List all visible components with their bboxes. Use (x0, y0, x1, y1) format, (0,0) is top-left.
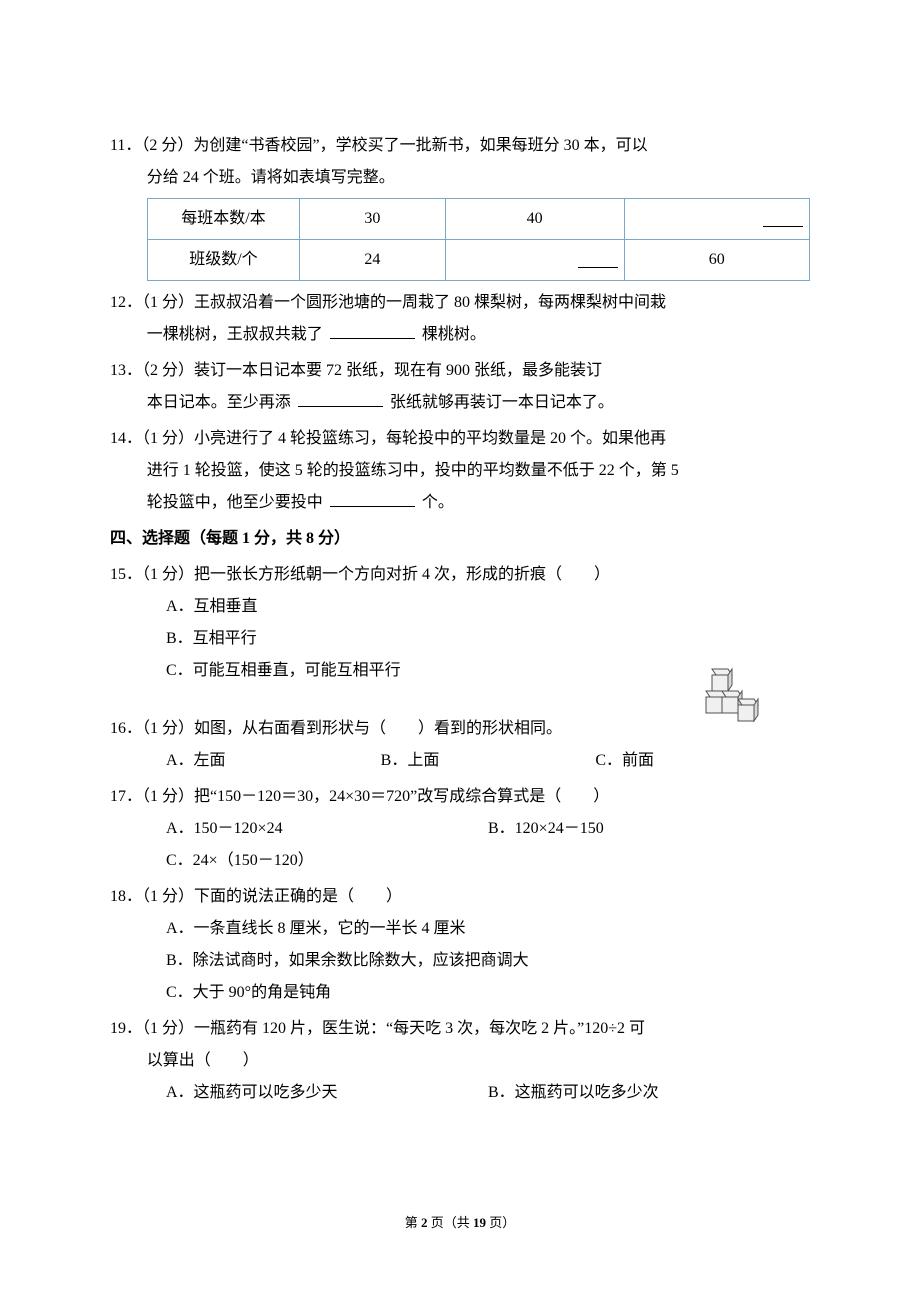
q18-optB[interactable]: B．除法试商时，如果余数比除数大，应该把商调大 (166, 945, 810, 977)
q19-body: 以算出（ ） (110, 1045, 810, 1077)
question-19: 19．（1 分）一瓶药有 120 片，医生说：“每天吃 3 次，每次吃 2 片。… (110, 1013, 810, 1109)
q12-line2: 一棵桃树，王叔叔共栽了 棵桃树。 (110, 319, 810, 351)
question-14: 14．（1 分）小亮进行了 4 轮投篮练习，每轮投中的平均数量是 20 个。如果… (110, 423, 810, 519)
q11-t-r1c0: 每班本数/本 (147, 199, 299, 240)
q16-optC[interactable]: C．前面 (595, 745, 810, 777)
question-16: 16．（1 分）如图，从右面看到形状与（ ）看到的形状相同。 A．左面 B．上面… (110, 713, 810, 777)
q13-line2: 本日记本。至少再添 张纸就够再装订一本日记本了。 (110, 387, 810, 419)
footer-post: 页） (486, 1215, 515, 1230)
question-12: 12．（1 分）王叔叔沿着一个圆形池塘的一周栽了 80 棵梨树，每两棵梨树中间栽… (110, 287, 810, 351)
q14-blank[interactable] (330, 490, 415, 507)
q18-optA[interactable]: A．一条直线长 8 厘米，它的一半长 4 厘米 (166, 913, 810, 945)
q12-blank[interactable] (330, 322, 415, 339)
q14-before: 轮投篮中，他至少要投中 (147, 494, 323, 511)
q12-before: 一棵桃树，王叔叔共栽了 (147, 326, 323, 343)
q15-text: 15．（1 分）把一张长方形纸朝一个方向对折 4 次，形成的折痕（ ） (110, 559, 810, 591)
q18-optC[interactable]: C．大于 90°的角是钝角 (166, 977, 810, 1009)
q19-text: 19．（1 分）一瓶药有 120 片，医生说：“每天吃 3 次，每次吃 2 片。… (110, 1013, 810, 1045)
q11-t-r2c3: 60 (624, 240, 809, 281)
q12-line1: 12．（1 分）王叔叔沿着一个圆形池塘的一周栽了 80 棵梨树，每两棵梨树中间栽 (110, 287, 810, 319)
q17-text: 17．（1 分）把“150－120＝30，24×30＝720”改写成综合算式是（… (110, 781, 810, 813)
q14-line1: 14．（1 分）小亮进行了 4 轮投篮练习，每轮投中的平均数量是 20 个。如果… (110, 423, 810, 455)
q18-text: 18．（1 分）下面的说法正确的是（ ） (110, 881, 810, 913)
q11-t-r1c2: 40 (445, 199, 624, 240)
footer-total: 19 (473, 1215, 486, 1230)
q11-t-r2c0: 班级数/个 (147, 240, 299, 281)
q19-optA[interactable]: A．这瓶药可以吃多少天 (166, 1077, 488, 1109)
q11-t-r1c3 (624, 199, 809, 240)
question-18: 18．（1 分）下面的说法正确的是（ ） A．一条直线长 8 厘米，它的一半长 … (110, 881, 810, 1009)
q13-after: 张纸就够再装订一本日记本了。 (390, 394, 614, 411)
q15-optB[interactable]: B．互相平行 (166, 623, 810, 655)
q17-optC[interactable]: C．24×（150－120） (166, 845, 810, 877)
q19-optB[interactable]: B．这瓶药可以吃多少次 (488, 1077, 810, 1109)
q13-before: 本日记本。至少再添 (147, 394, 291, 411)
q11-line2: 分给 24 个班。请将如表填写完整。 (110, 162, 810, 194)
q13-line1: 13．（2 分）装订一本日记本要 72 张纸，现在有 900 张纸，最多能装订 (110, 355, 810, 387)
q15-optA[interactable]: A．互相垂直 (166, 591, 810, 623)
q16-optA[interactable]: A．左面 (166, 745, 381, 777)
q17-optB[interactable]: B．120×24－150 (488, 813, 810, 845)
page-footer: 第 2 页（共 19 页） (0, 1210, 920, 1236)
q11-line1: 11．（2 分）为创建“书香校园”，学校买了一批新书，如果每班分 30 本，可以 (110, 130, 810, 162)
q16-optB[interactable]: B．上面 (381, 745, 596, 777)
q17-optA[interactable]: A．150－120×24 (166, 813, 488, 845)
question-13: 13．（2 分）装订一本日记本要 72 张纸，现在有 900 张纸，最多能装订 … (110, 355, 810, 419)
section-4-heading: 四、选择题（每题 1 分，共 8 分） (110, 523, 810, 555)
cube-figure-icon (700, 665, 770, 725)
q11-t-r2c2 (445, 240, 624, 281)
q11-table: 每班本数/本 30 40 班级数/个 24 60 (147, 198, 810, 281)
q12-after: 棵桃树。 (422, 326, 486, 343)
q11-t-r2c1: 24 (300, 240, 446, 281)
question-11: 11．（2 分）为创建“书香校园”，学校买了一批新书，如果每班分 30 本，可以… (110, 130, 810, 281)
q14-after: 个。 (422, 494, 454, 511)
q13-blank[interactable] (298, 390, 383, 407)
question-17: 17．（1 分）把“150－120＝30，24×30＝720”改写成综合算式是（… (110, 781, 810, 877)
q11-t-r1c1: 30 (300, 199, 446, 240)
footer-pre: 第 (405, 1215, 421, 1230)
footer-mid: 页（共 (427, 1215, 473, 1230)
q14-line2: 进行 1 轮投篮，使这 5 轮的投篮练习中，投中的平均数量不低于 22 个，第 … (110, 455, 810, 487)
q14-line3: 轮投篮中，他至少要投中 个。 (110, 487, 810, 519)
